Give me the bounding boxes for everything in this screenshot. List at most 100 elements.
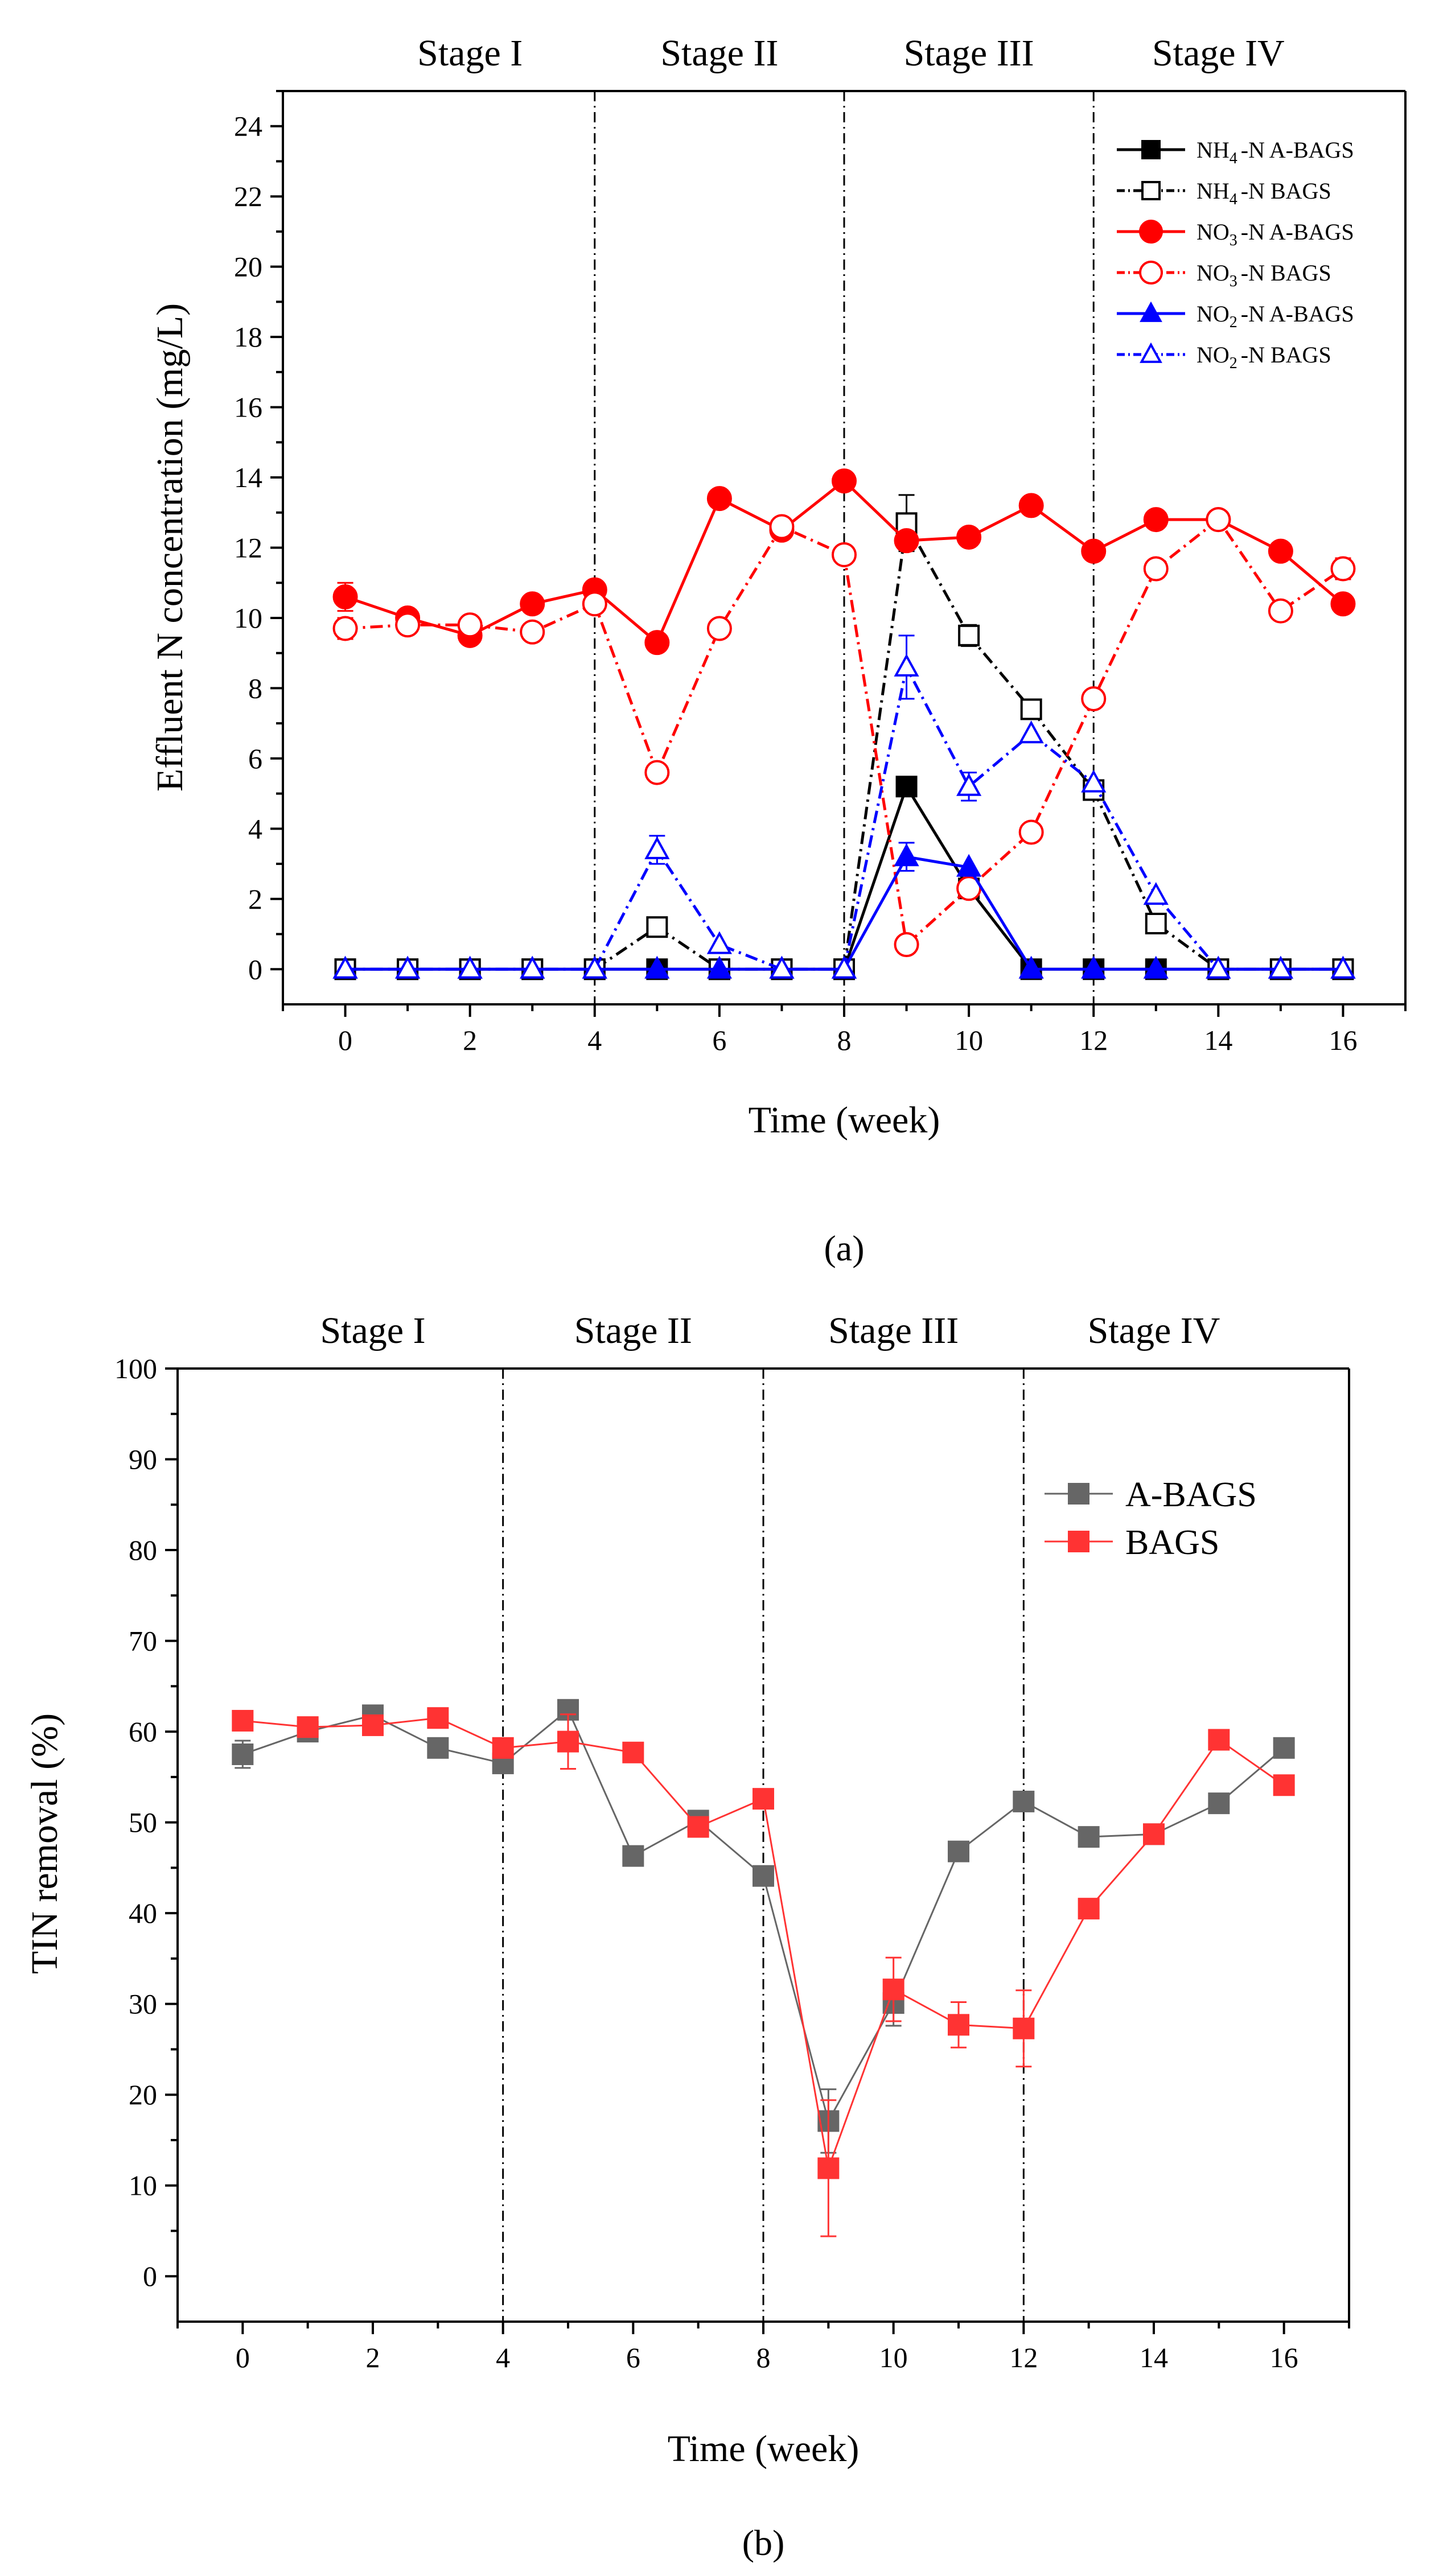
data-point xyxy=(1268,598,1293,624)
data-point xyxy=(582,955,607,979)
data-point xyxy=(687,1816,709,1838)
data-point xyxy=(1145,913,1167,935)
data-point xyxy=(895,776,918,798)
panel-caption: (a) xyxy=(824,1228,864,1268)
y-axis-label: TIN removal (%) xyxy=(24,1713,65,1974)
x-tick-label: 6 xyxy=(712,1024,726,1056)
data-point xyxy=(557,1730,579,1753)
series-no3-n-bags xyxy=(332,507,1356,958)
data-point xyxy=(1330,955,1356,979)
legend-subscript: 4 xyxy=(1230,150,1237,167)
data-point xyxy=(332,616,358,641)
y-axis-label: Effluent N concentration (mg/L) xyxy=(149,303,191,792)
y-tick-label: 8 xyxy=(248,672,262,704)
legend-suffix: -N A-BAGS xyxy=(1241,301,1354,327)
legend-label: NH4 -N A-BAGS xyxy=(1196,137,1354,167)
legend-species: NH xyxy=(1196,137,1230,163)
x-tick-label: 16 xyxy=(1270,2342,1298,2373)
legend-label: NO2 -N BAGS xyxy=(1196,342,1331,372)
data-point xyxy=(831,955,857,979)
data-point xyxy=(956,524,982,550)
y-tick-label: 24 xyxy=(234,110,262,142)
y-tick-label: 16 xyxy=(234,391,262,423)
series-line xyxy=(345,663,1343,971)
data-point xyxy=(1078,1826,1100,1848)
x-tick-label: 10 xyxy=(879,2342,908,2373)
data-point xyxy=(622,1845,644,1867)
x-tick-label: 12 xyxy=(1009,2342,1038,2373)
legend-marker xyxy=(1140,342,1162,363)
legend-label: NO2 -N A-BAGS xyxy=(1196,301,1354,331)
data-point xyxy=(894,653,919,677)
legend-subscript: 3 xyxy=(1230,273,1237,290)
data-point xyxy=(948,2014,969,2036)
legend-label: NH4 -N BAGS xyxy=(1196,178,1331,208)
y-tick-label: 80 xyxy=(129,1534,157,1566)
data-point xyxy=(457,612,483,638)
data-point xyxy=(1143,955,1169,979)
legend-label: NO3 -N BAGS xyxy=(1196,260,1331,290)
legend-marker xyxy=(1068,1531,1089,1552)
data-point xyxy=(1143,882,1169,905)
y-tick-label: 50 xyxy=(129,1807,157,1839)
y-tick-label: 0 xyxy=(248,953,262,985)
data-point xyxy=(832,542,857,567)
y-tick-label: 60 xyxy=(129,1716,157,1747)
data-point xyxy=(520,955,545,979)
data-point xyxy=(958,624,980,646)
data-point xyxy=(1143,1823,1165,1845)
data-point xyxy=(817,2157,840,2179)
series-no2-n-bags xyxy=(332,634,1356,979)
data-point xyxy=(332,955,358,979)
y-tick-label: 14 xyxy=(234,461,262,493)
data-point xyxy=(520,591,545,617)
y-tick-label: 2 xyxy=(248,883,262,915)
x-tick-label: 2 xyxy=(366,2342,380,2373)
data-point xyxy=(1208,1792,1230,1815)
stage-label: Stage I xyxy=(320,1310,425,1351)
data-point xyxy=(644,630,670,656)
stage-label: Stage II xyxy=(574,1310,692,1351)
legend-suffix: -N BAGS xyxy=(1241,178,1331,204)
y-tick-label: 18 xyxy=(234,321,262,353)
data-point xyxy=(1081,955,1107,979)
legend-suffix: -N BAGS xyxy=(1241,342,1331,368)
y-tick-label: 20 xyxy=(234,251,262,283)
data-point xyxy=(622,1741,644,1763)
legend-marker xyxy=(1068,1483,1089,1505)
legend-label: A-BAGS xyxy=(1125,1475,1257,1514)
legend-species: NH xyxy=(1196,178,1230,204)
data-point xyxy=(769,955,795,979)
data-point xyxy=(1013,2017,1035,2039)
stage-label: Stage I xyxy=(417,32,523,74)
data-point xyxy=(1020,698,1042,720)
x-tick-label: 0 xyxy=(236,2342,250,2373)
y-tick-label: 0 xyxy=(143,2260,157,2292)
data-point xyxy=(706,931,732,954)
stage-label: Stage IV xyxy=(1152,32,1285,74)
legend-marker xyxy=(1139,261,1163,285)
legend-suffix: -N BAGS xyxy=(1241,260,1331,286)
chart-panel-b: Stage I Stage II Stage III Stage IV 0 2 4 6 8 10 1… xyxy=(24,1310,1350,2563)
stage-label: Stage III xyxy=(904,32,1034,74)
data-point xyxy=(427,1737,449,1759)
y-tick-label: 10 xyxy=(129,2170,157,2202)
data-point xyxy=(1206,507,1231,533)
stage-label: Stage III xyxy=(828,1310,959,1351)
x-tick-label: 6 xyxy=(626,2342,640,2373)
data-point xyxy=(644,760,670,785)
y-tick-label: 40 xyxy=(129,1897,157,1929)
x-tick-label: 14 xyxy=(1140,2342,1168,2373)
x-tick-label: 2 xyxy=(463,1024,477,1056)
y-tick-label: 10 xyxy=(234,602,262,634)
data-point xyxy=(232,1709,254,1732)
legend: A-BAGS BAGS xyxy=(1045,1475,1257,1562)
data-point xyxy=(956,854,982,877)
data-point xyxy=(882,1979,904,2001)
data-point xyxy=(706,616,732,641)
data-point xyxy=(894,843,919,867)
data-point xyxy=(1208,1729,1230,1751)
legend-marker xyxy=(1139,220,1163,244)
legend-suffix: -N A-BAGS xyxy=(1241,219,1354,245)
